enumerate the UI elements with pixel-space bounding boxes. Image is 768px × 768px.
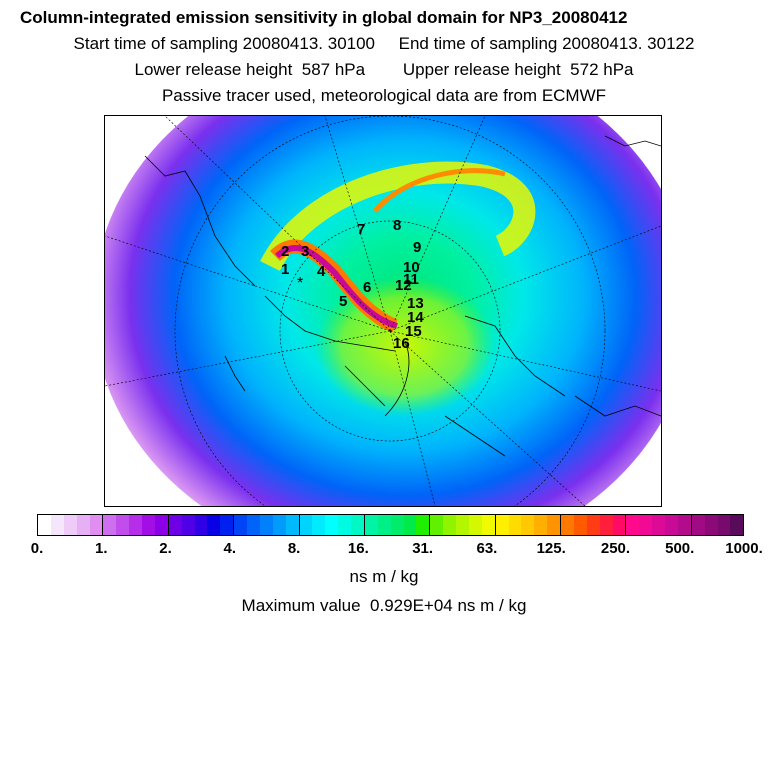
colorbar-segment (116, 515, 130, 535)
colorbar-tick-label: 1. (95, 540, 108, 557)
colorbar-segment (207, 515, 221, 535)
high-sensitivity-core (274, 244, 398, 329)
colorbar-segment (691, 515, 705, 535)
colorbar-segment (351, 515, 365, 535)
colorbar-segment (730, 515, 744, 535)
track-label-7: 7 (357, 221, 365, 238)
sensitivity-ring-inner (373, 168, 506, 213)
colorbar-segment (181, 515, 195, 535)
colorbar-segment (38, 515, 51, 535)
colorbar-segment (561, 515, 574, 535)
colorbar-segment (586, 515, 600, 535)
colorbar-segment (599, 515, 613, 535)
colorbar-segment (364, 515, 378, 535)
colorbar-segment (639, 515, 653, 535)
track-label-14: 14 (407, 309, 424, 326)
colorbar-unit: ns m / kg (349, 567, 419, 586)
tracer-info-line: Passive tracer used, meteorological data… (161, 86, 607, 105)
release-point-marker: * (297, 275, 303, 292)
colorbar-segment (377, 515, 391, 535)
plot-title: Column-integrated emission sensitivity i… (20, 8, 628, 27)
track-label-15: 15 (405, 323, 422, 340)
colorbar-segment (416, 515, 431, 535)
colorbar-segment (142, 515, 155, 535)
colorbar-ticks: 0. 1. 2. 4. 8. 16. 31. 63. 125. 250. 500. 1000. (0, 540, 768, 560)
colorbar-segment (626, 515, 640, 535)
colorbar-tick-label: 31. (412, 540, 434, 557)
colorbar-segment (247, 515, 260, 535)
colorbar-segment (573, 515, 587, 535)
maximum-value-text: Maximum value 0.929E+04 ns m / kg (241, 596, 527, 615)
colorbar-segment (481, 515, 496, 535)
colorbar-segment (338, 515, 351, 535)
track-label-3: 3 (301, 243, 309, 260)
sampling-time-line: Start time of sampling 20080413. 30100 E… (73, 34, 695, 53)
colorbar-segment (234, 515, 247, 535)
colorbar-segment (717, 515, 731, 535)
colorbar-segment (677, 515, 692, 535)
colorbar-segment (89, 515, 104, 535)
track-label-11: 11 (403, 271, 419, 288)
colorbar-segment (468, 515, 482, 535)
colorbar-segment (456, 515, 469, 535)
colorbar-tick-label: 500. (665, 540, 695, 557)
colorbar-segment (194, 515, 208, 535)
colorbar-segment (285, 515, 300, 535)
colorbar-segment (534, 515, 548, 535)
colorbar (37, 514, 744, 536)
colorbar-segment (508, 515, 522, 535)
track-label-16: 16 (393, 335, 410, 352)
colorbar-segment (50, 515, 64, 535)
colorbar-segment (390, 515, 404, 535)
colorbar-segment (547, 515, 561, 535)
colorbar-segment (443, 515, 456, 535)
colorbar-segment (168, 515, 182, 535)
colorbar-segment (272, 515, 286, 535)
colorbar-segment (403, 515, 417, 535)
colorbar-segment (704, 515, 718, 535)
colorbar-segment (521, 515, 535, 535)
coastlines (144, 135, 661, 457)
track-label-5: 5 (339, 293, 347, 310)
colorbar-tick-label: 1000. (725, 540, 763, 557)
colorbar-segment (63, 515, 77, 535)
emission-sensitivity-map: * 1 2 3 4 5 6 7 8 9 10 11 12 13 14 15 16 (104, 115, 662, 507)
track-label-8: 8 (393, 217, 401, 234)
track-label-6: 6 (363, 279, 371, 296)
track-label-13: 13 (407, 295, 424, 312)
colorbar-segment (154, 515, 169, 535)
track-label-2: 2 (281, 243, 289, 260)
colorbar-tick-label: 125. (536, 540, 566, 557)
graticule (105, 116, 661, 506)
track-label-12: 12 (395, 277, 412, 294)
colorbar-segment (259, 515, 273, 535)
colorbar-tick-label: 0. (30, 540, 44, 557)
colorbar-segment (103, 515, 117, 535)
colorbar-tick-label: 2. (159, 540, 172, 557)
colorbar-segment (76, 515, 90, 535)
track-label-10: 10 (403, 259, 420, 276)
colorbar-segment (129, 515, 142, 535)
release-height-line: Lower release height 587 hPa Upper relea… (134, 60, 634, 79)
colorbar-segment (312, 515, 326, 535)
track-label-9: 9 (413, 239, 421, 256)
track-label-1: 1 (281, 261, 289, 278)
colorbar-tick-label: 4. (223, 540, 237, 557)
colorbar-segment (220, 515, 235, 535)
colorbar-segment (430, 515, 444, 535)
colorbar-tick-label: 250. (600, 540, 631, 557)
colorbar-segment (612, 515, 627, 535)
colorbar-segment (495, 515, 509, 535)
track-label-4: 4 (317, 263, 326, 280)
colorbar-tick-label: 8. (287, 540, 301, 557)
colorbar-segment (652, 515, 665, 535)
colorbar-tick-label: 16. (347, 540, 369, 557)
colorbar-segment (665, 515, 678, 535)
colorbar-tick-label: 63. (476, 540, 498, 557)
colorbar-segment (325, 515, 339, 535)
colorbar-segment (299, 515, 313, 535)
